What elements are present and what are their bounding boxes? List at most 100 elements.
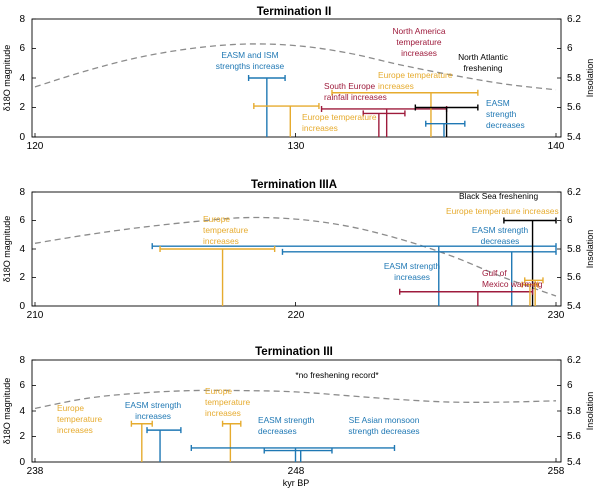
x-tick-label: 210 bbox=[27, 310, 44, 321]
annotation-label: Europe temperature increases bbox=[446, 206, 559, 216]
panel-termination-ii: Termination II 120 130 140 0 2 4 6 8 5.4… bbox=[2, 6, 595, 152]
annotation-line: South Europe bbox=[324, 81, 376, 91]
panel-title: Termination IIIA bbox=[251, 179, 337, 191]
annotation-label: EASM and ISM strengths increase bbox=[216, 50, 285, 71]
x-tick-label: 130 bbox=[288, 141, 305, 152]
annotation-label: EASM strength decreases bbox=[258, 415, 315, 436]
annotation-line: EASM bbox=[486, 98, 510, 108]
event-bar bbox=[362, 110, 406, 137]
annotation-line: Europe bbox=[203, 214, 230, 224]
annotation-line: EASM strength bbox=[384, 261, 441, 271]
annotation-line: EASM strength bbox=[472, 225, 529, 235]
annotation-label: Europe temperature increases bbox=[205, 386, 250, 418]
event-bar bbox=[130, 420, 153, 462]
annotation-label: EASM strength decreases bbox=[472, 225, 529, 246]
insolation-curve bbox=[34, 216, 557, 297]
x-axis-label: kyr BP bbox=[283, 478, 310, 488]
y-tick-label: 6 bbox=[19, 380, 25, 391]
annotation-line: temperature bbox=[203, 225, 248, 235]
panel-title: Termination II bbox=[257, 6, 332, 18]
annotation-line: *no freshening record* bbox=[295, 370, 379, 380]
event-bar bbox=[253, 103, 320, 137]
annotation-line: North Atlantic bbox=[458, 52, 508, 62]
annotation-line: increases bbox=[394, 272, 430, 282]
y-tick-label: 4 bbox=[19, 244, 25, 255]
event-bar bbox=[414, 104, 479, 137]
y-tick-label: 0 bbox=[19, 457, 25, 468]
event-bar bbox=[146, 427, 182, 462]
event-bar bbox=[263, 447, 333, 462]
annotation-line: Gulf of bbox=[482, 268, 507, 278]
annotation-line: Europe temperature bbox=[378, 70, 453, 80]
axes: 238 248 258 0 2 4 6 8 5.4 5.6 5.8 6 6.2 … bbox=[2, 355, 595, 488]
y2-tick-label: 5.8 bbox=[567, 244, 581, 255]
annotation-label: Europe temperature increases bbox=[57, 403, 102, 435]
annotation-label: Europe temperature increases bbox=[378, 70, 453, 91]
x-tick-label: 220 bbox=[288, 310, 305, 321]
annotation-line: increases bbox=[57, 425, 93, 435]
y2-axis-label: Insolation bbox=[585, 392, 595, 431]
annotation-line: strengths increase bbox=[216, 61, 285, 71]
y2-tick-label: 6.2 bbox=[567, 355, 581, 366]
event-bar bbox=[221, 420, 242, 462]
y-tick-label: 2 bbox=[19, 272, 25, 283]
annotation-label: North America temperature increases bbox=[392, 26, 445, 58]
event-marks bbox=[32, 191, 561, 307]
annotation-line: rainfall increases bbox=[324, 92, 387, 102]
x-tick-label: 120 bbox=[27, 141, 44, 152]
y-tick-label: 8 bbox=[19, 14, 25, 25]
annotation-label: North Atlantic freshening bbox=[458, 52, 508, 73]
y2-tick-label: 5.4 bbox=[567, 132, 581, 143]
x-tick-label: 238 bbox=[27, 466, 44, 477]
y2-tick-label: 6 bbox=[567, 380, 573, 391]
y-tick-label: 0 bbox=[19, 301, 25, 312]
annotation-line: freshening bbox=[463, 63, 502, 73]
y-tick-label: 4 bbox=[19, 73, 25, 84]
annotation-line: increases bbox=[302, 123, 338, 133]
event-bar bbox=[151, 243, 557, 306]
annotation-line: Europe bbox=[205, 386, 232, 396]
y-tick-label: 6 bbox=[19, 43, 25, 54]
annotation-line: Europe temperature bbox=[302, 112, 377, 122]
y2-tick-label: 5.8 bbox=[567, 73, 581, 84]
annotation-label: Europe temperature increases bbox=[302, 112, 377, 133]
panel-title: Termination III bbox=[255, 346, 333, 358]
annotation-line: temperature bbox=[396, 37, 441, 47]
annotations: EASM and ISM strengths increase North Ame… bbox=[216, 26, 525, 133]
annotation-line: increases bbox=[135, 411, 171, 421]
y-axis-label: δ18O magnitude bbox=[2, 378, 12, 445]
annotation-line: strength decreases bbox=[348, 426, 419, 436]
event-bar bbox=[281, 248, 557, 306]
y-tick-label: 8 bbox=[19, 187, 25, 198]
panel-termination-iii: Termination III 238 248 258 0 2 4 6 8 5.… bbox=[2, 346, 595, 488]
annotation-label: *no freshening record* bbox=[295, 370, 379, 380]
y2-tick-label: 6 bbox=[567, 43, 573, 54]
event-bar bbox=[521, 281, 539, 306]
annotation-line: Europe temperature increases bbox=[446, 206, 559, 216]
annotation-label: Europe temperature increases bbox=[203, 214, 248, 246]
annotation-line: North America bbox=[392, 26, 445, 36]
event-marks bbox=[32, 18, 561, 138]
annotation-line: EASM and ISM bbox=[221, 50, 278, 60]
y2-tick-label: 5.4 bbox=[567, 457, 581, 468]
y2-tick-label: 6.2 bbox=[567, 187, 581, 198]
x-tick-label: 258 bbox=[548, 466, 565, 477]
y2-tick-label: 5.6 bbox=[567, 272, 581, 283]
annotation-line: Black Sea freshening bbox=[459, 191, 538, 201]
y2-tick-label: 5.6 bbox=[567, 102, 581, 113]
annotation-line: SE Asian monsoon bbox=[349, 415, 420, 425]
annotation-line: increases bbox=[203, 236, 239, 246]
y2-tick-label: 5.6 bbox=[567, 431, 581, 442]
event-bar bbox=[159, 246, 276, 306]
annotation-line: temperature bbox=[57, 414, 102, 424]
event-bar bbox=[247, 75, 286, 137]
y-tick-label: 0 bbox=[19, 132, 25, 143]
annotation-line: Mexico warming bbox=[482, 279, 543, 289]
y2-axis-label: Insolation bbox=[585, 59, 595, 98]
y-tick-label: 2 bbox=[19, 431, 25, 442]
axes: 210 220 230 0 2 4 6 8 5.4 5.6 5.8 6 6.2 … bbox=[2, 187, 595, 321]
annotation-line: strength bbox=[486, 109, 517, 119]
annotation-line: EASM strength bbox=[258, 415, 315, 425]
annotation-label: EASM strength increases bbox=[384, 261, 441, 282]
